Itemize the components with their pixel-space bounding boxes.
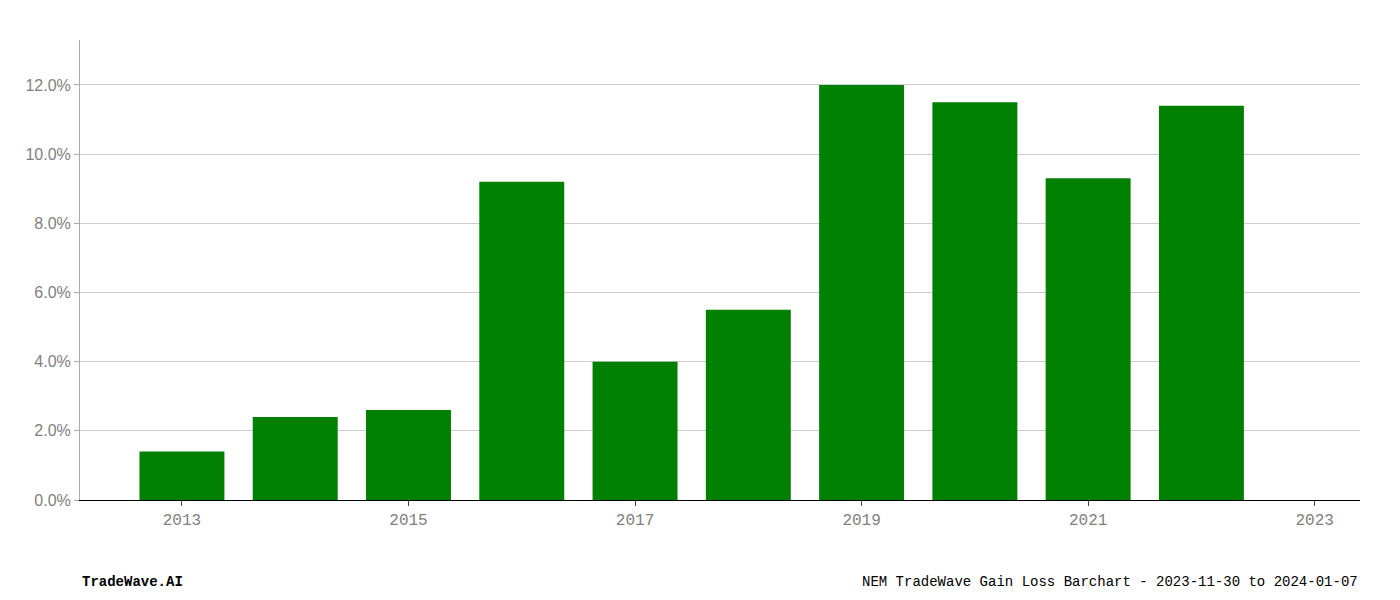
svg-text:2023: 2023	[1295, 512, 1333, 530]
svg-text:2017: 2017	[616, 512, 654, 530]
svg-text:NEM TradeWave Gain Loss Barcha: NEM TradeWave Gain Loss Barchart - 2023-…	[862, 574, 1358, 590]
svg-text:8.0%: 8.0%	[34, 215, 70, 232]
svg-text:2019: 2019	[842, 512, 880, 530]
svg-text:12.0%: 12.0%	[25, 77, 70, 94]
svg-text:4.0%: 4.0%	[34, 353, 70, 370]
svg-text:2021: 2021	[1069, 512, 1107, 530]
svg-text:10.0%: 10.0%	[25, 146, 70, 163]
svg-text:2013: 2013	[163, 512, 201, 530]
svg-text:2.0%: 2.0%	[34, 422, 70, 439]
svg-text:0.0%: 0.0%	[34, 492, 70, 509]
svg-text:6.0%: 6.0%	[34, 284, 70, 301]
svg-text:2015: 2015	[389, 512, 427, 530]
svg-text:TradeWave.AI: TradeWave.AI	[82, 574, 183, 590]
